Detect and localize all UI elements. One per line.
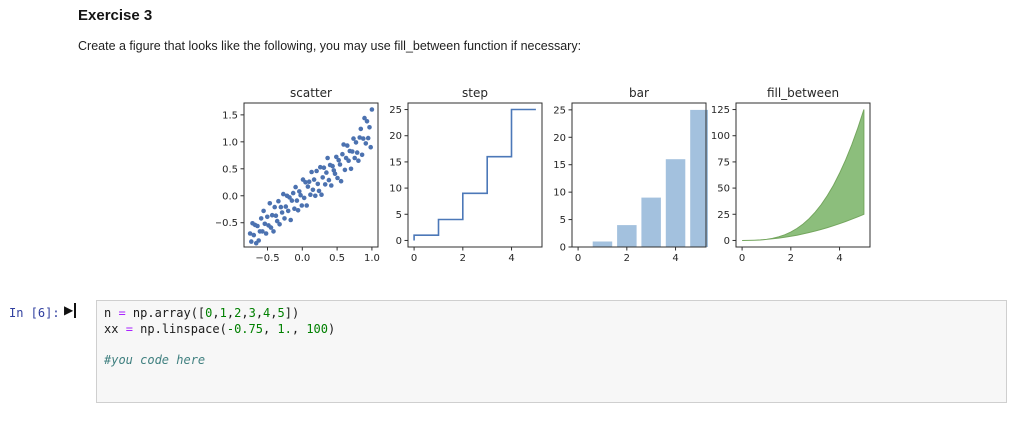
svg-text:10: 10 (389, 184, 402, 195)
svg-text:50: 50 (717, 184, 730, 195)
svg-text:0: 0 (411, 253, 417, 264)
svg-text:10: 10 (553, 188, 566, 199)
svg-text:1.0: 1.0 (222, 137, 238, 148)
svg-text:4: 4 (672, 253, 678, 264)
svg-text:2: 2 (624, 253, 630, 264)
svg-text:fill_between: fill_between (767, 86, 839, 100)
svg-text:15: 15 (389, 157, 402, 168)
svg-text:25: 25 (553, 105, 566, 116)
bar-plot: bar 0 2 4 0 5 10 15 20 25 (544, 84, 710, 284)
svg-text:−0.5: −0.5 (216, 218, 238, 229)
cell-input-prompt: In [6]: (9, 306, 60, 320)
svg-text:0.5: 0.5 (329, 253, 345, 264)
instruction-text: Create a figure that looks like the foll… (78, 39, 582, 53)
svg-text:25: 25 (389, 105, 402, 116)
svg-text:75: 75 (717, 157, 730, 168)
svg-text:−0.5: −0.5 (255, 253, 279, 264)
svg-text:5: 5 (560, 215, 566, 226)
step-plot: step 0 2 4 0 5 10 15 20 25 (380, 84, 544, 284)
svg-text:bar: bar (629, 86, 649, 100)
page-title: Exercise 3 (78, 7, 153, 24)
svg-text:0: 0 (396, 236, 402, 247)
scatter-plot: scatter −0.5 0.0 0.5 1.0 −0.5 0.0 0.5 1.0 1.5 (214, 84, 380, 284)
svg-text:20: 20 (389, 131, 402, 142)
svg-text:0: 0 (724, 236, 730, 247)
svg-text:1.0: 1.0 (364, 253, 380, 264)
svg-text:20: 20 (553, 133, 566, 144)
run-cell-icon[interactable]: ▶ (64, 303, 77, 318)
svg-text:2: 2 (788, 253, 794, 264)
code-editor[interactable]: n = np.array([0,1,2,3,4,5]) xx = np.linsp… (104, 306, 336, 367)
svg-text:2: 2 (460, 253, 466, 264)
matplotlib-figure-output: scatter −0.5 0.0 0.5 1.0 −0.5 0.0 0.5 1.0 1.5 ste… (214, 84, 872, 284)
svg-text:4: 4 (836, 253, 842, 264)
svg-text:0.0: 0.0 (222, 191, 238, 202)
svg-text:0: 0 (560, 243, 566, 254)
svg-text:0: 0 (739, 253, 745, 264)
svg-text:0.5: 0.5 (222, 164, 238, 175)
svg-text:100: 100 (711, 131, 730, 142)
svg-text:4: 4 (508, 253, 514, 264)
svg-text:125: 125 (711, 105, 730, 116)
svg-text:25: 25 (717, 210, 730, 221)
svg-text:0.0: 0.0 (294, 253, 310, 264)
svg-text:scatter: scatter (290, 86, 332, 100)
code-cell[interactable]: n = np.array([0,1,2,3,4,5]) xx = np.linsp… (96, 300, 1007, 403)
svg-text:step: step (462, 86, 488, 100)
svg-text:1.5: 1.5 (222, 110, 238, 121)
svg-text:15: 15 (553, 160, 566, 171)
svg-text:5: 5 (396, 210, 402, 221)
svg-text:0: 0 (575, 253, 581, 264)
fill-between-plot: fill_between 0 2 4 0 25 50 75 100 125 (708, 84, 872, 284)
